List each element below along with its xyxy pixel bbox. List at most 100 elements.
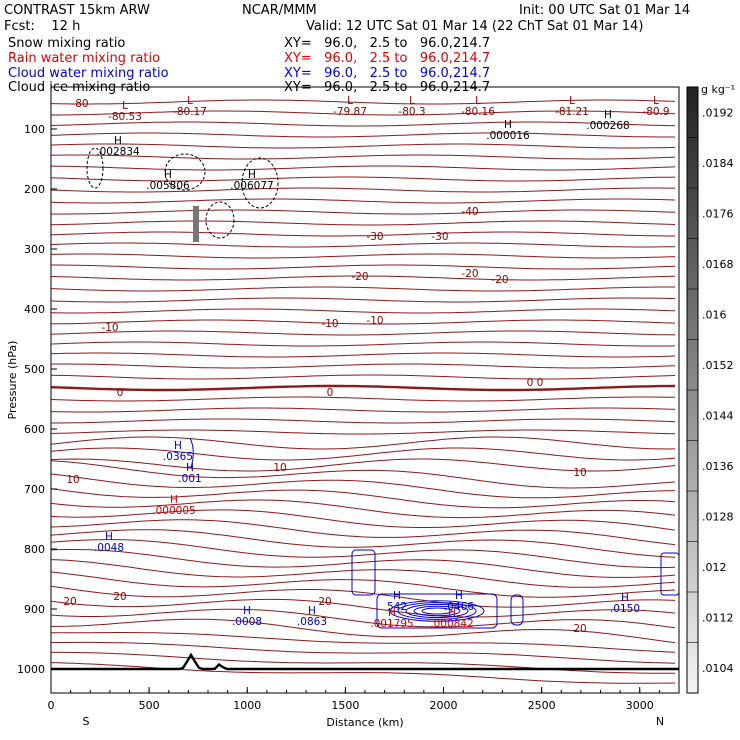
terrain-line xyxy=(51,652,679,671)
contour-label: -20 xyxy=(461,268,478,280)
extremum-marker: L xyxy=(409,95,415,107)
isotherm-line xyxy=(50,473,676,499)
contour-label: -10 xyxy=(101,322,118,334)
extremum-marker: H xyxy=(170,494,178,506)
isotherm-line xyxy=(50,407,676,413)
cloud-water-contour xyxy=(413,605,461,617)
y-tick-label: 800 xyxy=(24,543,45,556)
isotherm-line xyxy=(50,458,676,472)
xy-snow: XY= 96.0, 2.5 to 96.0,214.7 xyxy=(284,36,491,51)
extremum-value: .000268 xyxy=(586,120,629,132)
isotherm-line xyxy=(50,396,676,402)
extremum-value: .000005 xyxy=(152,505,195,517)
extremum-marker: H xyxy=(248,169,256,181)
extremum-marker: L xyxy=(122,100,128,112)
isotherm-line xyxy=(50,286,675,292)
colorbar-tick-label: .0112 xyxy=(702,611,734,624)
isotherm-line xyxy=(50,341,676,347)
colorbar-tick-label: .0128 xyxy=(702,510,734,523)
cloud-water-contour xyxy=(405,603,469,619)
x-tick-label: 2500 xyxy=(528,699,556,712)
isotherm-line xyxy=(50,176,676,182)
isotherm-line xyxy=(50,598,676,618)
extremum-marker: L xyxy=(569,95,575,107)
north-label: N xyxy=(656,715,664,728)
extremum-marker: H xyxy=(455,590,463,602)
extremum-marker: H xyxy=(621,592,629,604)
extremum-marker: H xyxy=(164,169,172,181)
ice-contour xyxy=(205,201,235,239)
cloud-water-contour xyxy=(397,602,477,620)
extremum-marker: H xyxy=(388,607,396,619)
extremum-value: .005806 xyxy=(146,180,190,192)
extremum-value: .000016 xyxy=(486,130,530,142)
temperature-contours xyxy=(50,99,679,684)
extremum-marker: H xyxy=(243,605,251,617)
isotherm-line xyxy=(50,447,676,461)
colorbar-tick-label: .0192 xyxy=(702,106,734,119)
model-name: CONTRAST 15km ARW xyxy=(4,3,150,18)
isotherm-line xyxy=(50,608,676,629)
extremum-marker: L xyxy=(187,95,193,107)
extremum-marker: H xyxy=(105,531,113,543)
init-time: Init: 00 UTC Sat 01 Mar 14 xyxy=(519,3,691,18)
extremum-value: .001795 xyxy=(370,618,413,630)
contour-label: 0 xyxy=(527,377,534,389)
extremum-value: .0365 xyxy=(163,451,193,463)
ice-contour xyxy=(241,157,279,209)
cloud-water-contour xyxy=(389,600,485,622)
isotherm-line xyxy=(50,319,676,325)
extremum-marker: H xyxy=(186,462,194,474)
x-axis-label: Distance (km) xyxy=(326,716,403,729)
extremum-value: -80.17 xyxy=(173,106,207,118)
contour-label: 20 xyxy=(318,596,331,608)
isotherm-line xyxy=(50,429,676,435)
cloud-water-cell xyxy=(376,593,498,629)
extremum-marker: H xyxy=(393,590,401,602)
contour-label: -20 xyxy=(491,274,508,286)
y-tick-label: 1000 xyxy=(17,663,45,676)
contour-label: 20 xyxy=(63,596,76,608)
colorbar-tick-label: .0144 xyxy=(702,409,734,422)
isotherm-line xyxy=(50,499,676,519)
colorbar-tick-label: .016 xyxy=(702,308,727,321)
contour-label: 0 xyxy=(117,387,124,399)
colorbar-tick-label: .0136 xyxy=(702,460,734,473)
isotherm-line xyxy=(50,641,676,664)
y-tick-label: 300 xyxy=(24,243,45,256)
colorbar-tick-label: .0152 xyxy=(702,359,734,372)
cloud-water-cell xyxy=(660,552,680,596)
isotherm-line xyxy=(50,198,676,204)
y-axis-label: Pressure (hPa) xyxy=(6,341,19,420)
field-rain: Rain water mixing ratio xyxy=(8,51,161,66)
contour-label: 20 xyxy=(573,623,586,635)
y-tick-label: 100 xyxy=(24,123,45,136)
ice-contour xyxy=(164,153,206,191)
extremum-value: .006077 xyxy=(230,180,273,192)
extremum-marker: H xyxy=(504,119,512,131)
y-tick-label: 500 xyxy=(24,363,45,376)
x-tick-label: 1500 xyxy=(331,699,359,712)
extremum-marker: H xyxy=(114,135,122,147)
isotherm-line xyxy=(50,585,676,608)
extremum-marker: L xyxy=(475,95,481,107)
colorbar-tick-label: .0176 xyxy=(702,207,734,220)
isotherm-line xyxy=(50,571,676,598)
isotherm-line xyxy=(50,275,676,281)
isotherm-line xyxy=(50,529,676,558)
isotherm-line xyxy=(50,539,676,569)
isotherm-line xyxy=(50,559,676,588)
isotherm-line xyxy=(50,549,676,578)
isotherm-line xyxy=(50,165,676,171)
x-tick-label: 2000 xyxy=(430,699,458,712)
cloud-water-contour xyxy=(421,607,453,615)
isotherm-line xyxy=(50,121,676,127)
x-tick-label: 3000 xyxy=(626,699,654,712)
y-tick-label: 600 xyxy=(24,423,45,436)
ice-contour xyxy=(86,147,104,189)
extremum-value: .0466 xyxy=(444,601,474,613)
south-label: S xyxy=(83,715,90,728)
isotherm-line xyxy=(50,242,676,248)
